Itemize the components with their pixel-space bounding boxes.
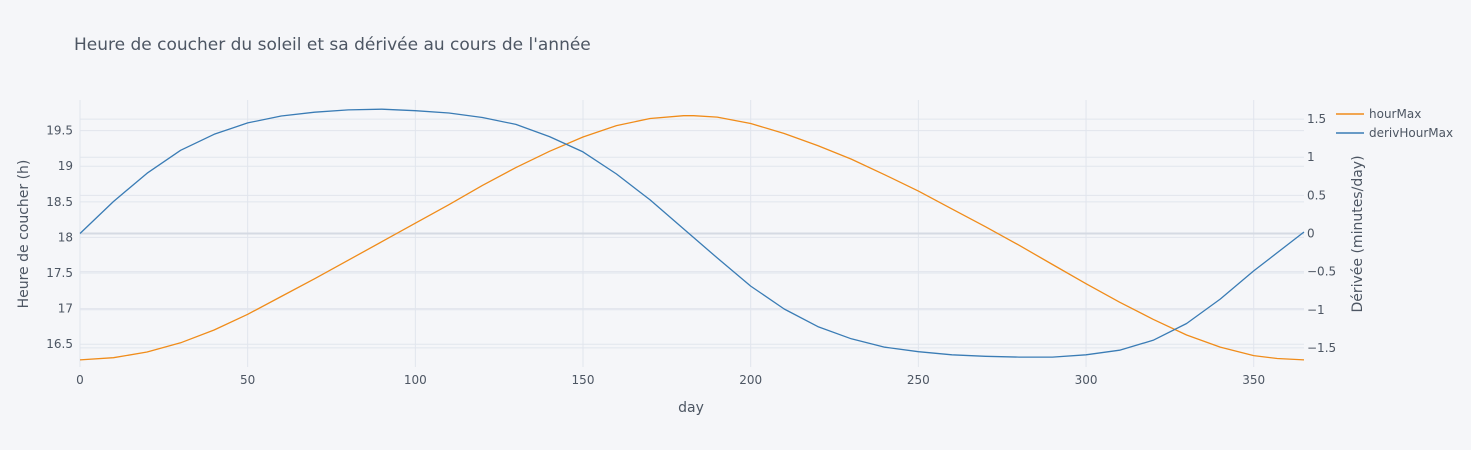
chart-title: Heure de coucher du soleil et sa dérivée… <box>74 35 591 55</box>
y-right-tick-label: −1 <box>1307 303 1325 317</box>
series-line-hourMax <box>79 115 1305 361</box>
y-axis-left-title: Heure de coucher (h) <box>16 160 32 309</box>
y-right-tick-label: −0.5 <box>1307 265 1336 279</box>
y-axis-right-ticks: −1.5 −1 −0.5 0 0.5 1 1.5 <box>1307 112 1336 355</box>
y-right-tick-label: 1 <box>1307 150 1315 164</box>
legend-label: derivHourMax <box>1369 126 1453 140</box>
x-tick-label: 0 <box>76 373 84 387</box>
y-axis-left-ticks: 16.5 17 17.5 18 18.5 19 19.5 <box>46 124 73 352</box>
x-axis-ticks: 0 50 100 150 200 250 300 350 <box>76 373 1265 387</box>
x-tick-label: 50 <box>240 373 255 387</box>
x-axis-title: day <box>678 400 704 416</box>
series-line-derivHourMax <box>79 108 1305 358</box>
gridlines <box>79 100 1304 367</box>
x-tick-label: 200 <box>739 373 762 387</box>
y-left-tick-label: 17.5 <box>46 266 73 280</box>
plot-area <box>79 108 1305 361</box>
y-left-tick-label: 18.5 <box>46 195 73 209</box>
legend: hourMax derivHourMax <box>1336 107 1453 140</box>
x-tick-label: 350 <box>1242 373 1265 387</box>
x-tick-label: 100 <box>404 373 427 387</box>
y-right-tick-label: −1.5 <box>1307 341 1336 355</box>
y-left-tick-label: 19 <box>58 159 73 173</box>
x-tick-label: 150 <box>572 373 595 387</box>
y-right-tick-label: 0.5 <box>1307 188 1326 202</box>
x-tick-label: 300 <box>1075 373 1098 387</box>
y-left-tick-label: 16.5 <box>46 337 73 351</box>
x-tick-label: 250 <box>907 373 930 387</box>
y-left-tick-label: 17 <box>58 302 73 316</box>
y-left-tick-label: 19.5 <box>46 124 73 138</box>
legend-label: hourMax <box>1369 107 1421 121</box>
y-left-tick-label: 18 <box>58 230 73 244</box>
y-right-tick-label: 1.5 <box>1307 112 1326 126</box>
y-axis-right-title: Dérivée (minutes/day) <box>1350 155 1366 312</box>
y-right-tick-label: 0 <box>1307 227 1315 241</box>
